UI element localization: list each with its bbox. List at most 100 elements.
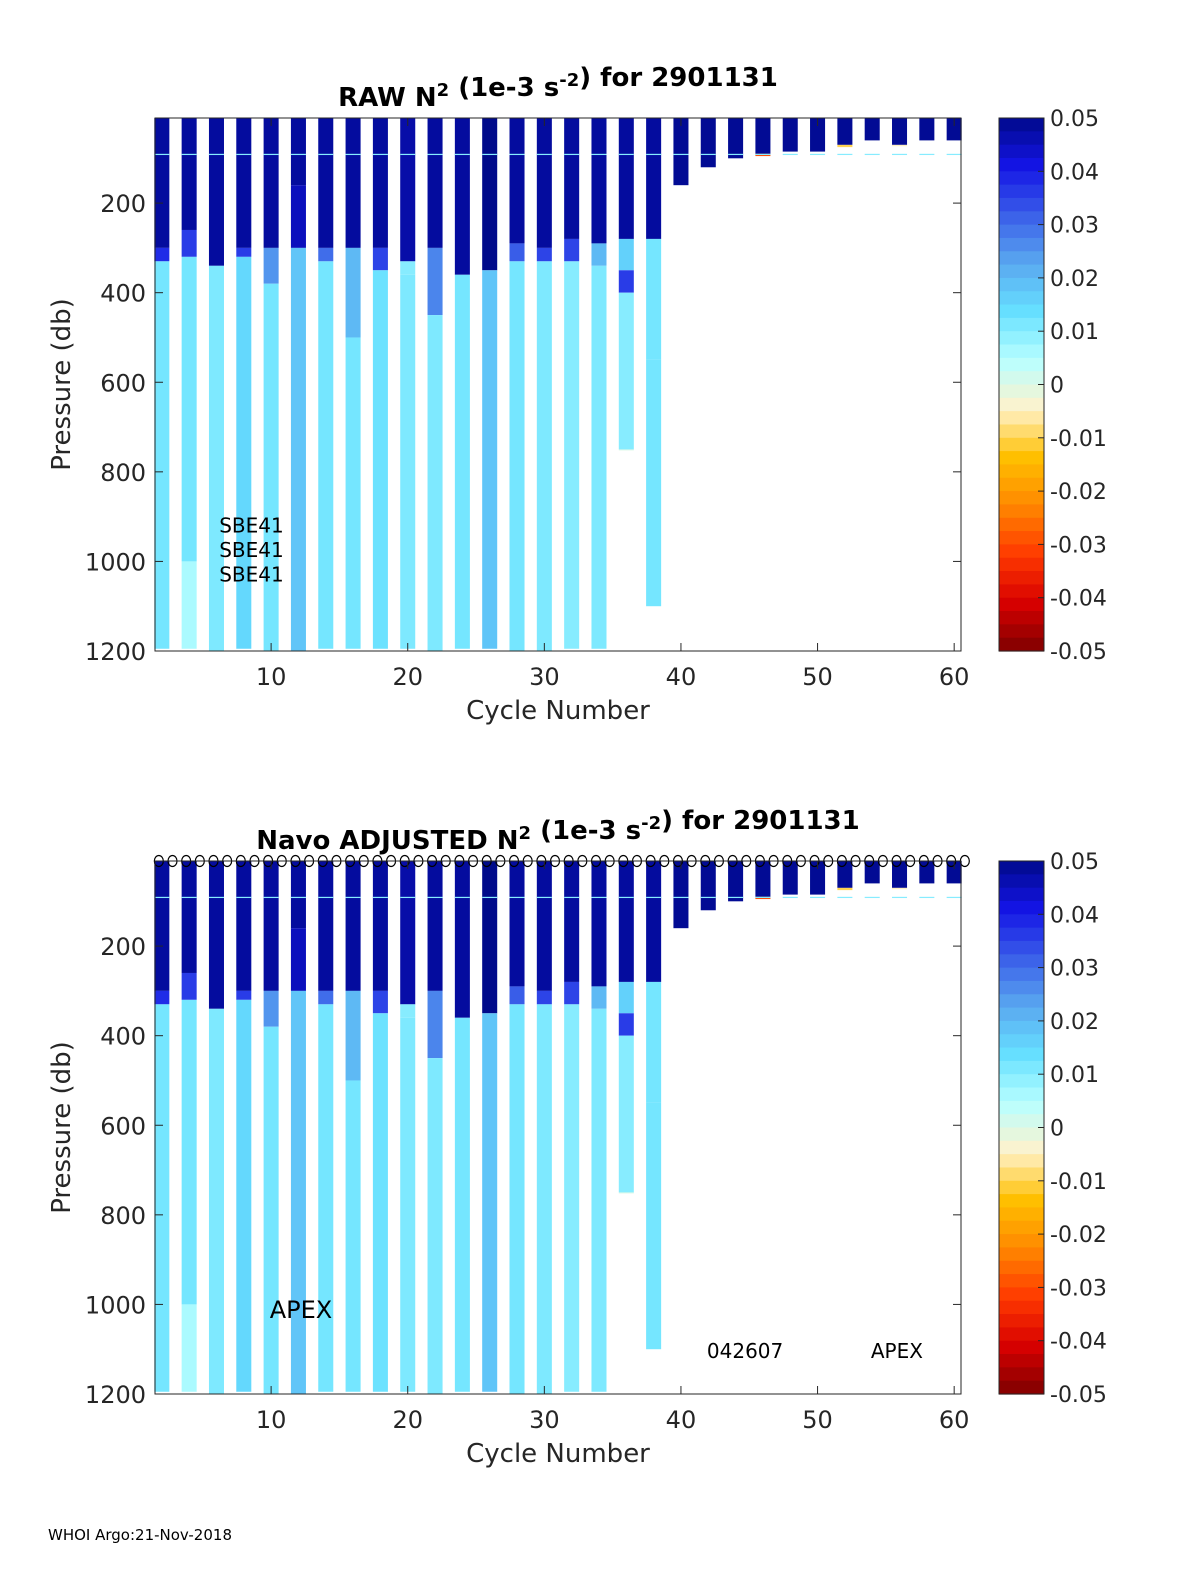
colorbar-band bbox=[999, 1007, 1044, 1022]
colorbar-band bbox=[999, 887, 1044, 902]
colorbar-band bbox=[999, 1047, 1044, 1062]
profile-cell bbox=[919, 896, 935, 899]
colorbar-band bbox=[999, 237, 1044, 252]
colorbar-band bbox=[999, 1340, 1044, 1355]
profile-cell bbox=[591, 861, 607, 987]
colorbar-tick-label: -0.01 bbox=[1050, 1170, 1107, 1195]
profile-cell bbox=[700, 861, 716, 911]
y-axis-label: Pressure (db) bbox=[47, 1041, 77, 1214]
profile-cell bbox=[345, 337, 361, 649]
colorbar-band bbox=[999, 1247, 1044, 1262]
profile-cell bbox=[618, 861, 634, 982]
colorbar-tick-label: -0.03 bbox=[1050, 1276, 1107, 1301]
profile-cell bbox=[345, 118, 361, 248]
title-superscript: 2 bbox=[437, 80, 450, 101]
profile-cell bbox=[318, 861, 334, 991]
profile-cell bbox=[400, 896, 416, 899]
colorbar-band bbox=[999, 531, 1044, 545]
colorbar-band bbox=[999, 131, 1044, 146]
x-tick-label: 10 bbox=[256, 1406, 287, 1434]
colorbar-tick-label: 0 bbox=[1050, 1117, 1064, 1142]
profile-cell bbox=[181, 999, 197, 1305]
profile-cell bbox=[290, 861, 306, 929]
colorbar-band bbox=[999, 1074, 1044, 1089]
profile-cell bbox=[919, 118, 935, 141]
profile-cell bbox=[400, 261, 416, 275]
profile-cell bbox=[728, 896, 744, 899]
profile-cell bbox=[837, 861, 853, 888]
y-tick-label: 1200 bbox=[85, 1381, 146, 1409]
profile-cell bbox=[673, 896, 689, 899]
profile-cell bbox=[618, 270, 634, 293]
profile-cell bbox=[154, 247, 170, 262]
x-tick-label: 40 bbox=[666, 1406, 697, 1434]
profile-cell bbox=[564, 261, 580, 649]
profile-cell bbox=[509, 153, 525, 156]
title-superscript: -2 bbox=[559, 70, 579, 91]
x-tick-label: 40 bbox=[666, 663, 697, 691]
profile-cell bbox=[345, 153, 361, 156]
profile-cell bbox=[482, 896, 498, 899]
profile-cell bbox=[208, 153, 224, 156]
colorbar-band bbox=[999, 1327, 1044, 1342]
colorbar-band bbox=[999, 1154, 1044, 1169]
profile-cell bbox=[536, 990, 552, 1005]
colorbar-band bbox=[999, 624, 1044, 639]
colorbar-band bbox=[999, 1314, 1044, 1328]
colorbar-band bbox=[999, 861, 1044, 875]
axes-box bbox=[154, 117, 962, 652]
colorbar-band bbox=[999, 211, 1044, 226]
profile-cell bbox=[263, 896, 279, 899]
profile-cell bbox=[618, 981, 634, 1014]
profile-cell bbox=[290, 185, 306, 248]
profile-cell bbox=[536, 896, 552, 899]
colorbar-band bbox=[999, 1220, 1044, 1235]
title-segment: (1e-3 s bbox=[531, 816, 641, 846]
profile-cell bbox=[208, 118, 224, 266]
profile-cell bbox=[400, 1004, 416, 1018]
profile-cell bbox=[263, 118, 279, 248]
profile-cell bbox=[728, 153, 744, 156]
profile-cell bbox=[509, 261, 525, 651]
profile-cell bbox=[810, 896, 826, 899]
profile-cell bbox=[591, 265, 607, 649]
profile-cell bbox=[646, 118, 662, 239]
profile-cell bbox=[290, 896, 306, 899]
colorbar-band bbox=[999, 637, 1044, 652]
annotation-label: APEX bbox=[270, 1296, 333, 1324]
profile-cell bbox=[263, 283, 279, 651]
profile-cell bbox=[318, 261, 334, 649]
profile-cell bbox=[236, 247, 252, 257]
profile-cell bbox=[181, 1304, 197, 1392]
profile-cell bbox=[591, 243, 607, 266]
profile-cell bbox=[482, 118, 498, 271]
colorbar-band bbox=[999, 411, 1044, 426]
y-tick-label: 1000 bbox=[85, 1291, 146, 1319]
x-axis-label: Cycle Number bbox=[466, 1439, 650, 1469]
profile-cell bbox=[263, 1026, 279, 1394]
profile-cell bbox=[427, 1058, 443, 1394]
x-axis-label: Cycle Number bbox=[466, 696, 650, 726]
colorbar-band bbox=[999, 1234, 1044, 1249]
profile-cell bbox=[564, 238, 580, 262]
colorbar-tick-label: 0.02 bbox=[1050, 1010, 1099, 1035]
profile-cell bbox=[618, 238, 634, 271]
profile-cell bbox=[646, 238, 662, 360]
x-tick-label: 20 bbox=[392, 1406, 423, 1434]
profile-cell bbox=[181, 256, 197, 562]
axes-box bbox=[154, 860, 962, 1395]
colorbar-band bbox=[999, 597, 1044, 612]
colorbar-band bbox=[999, 397, 1044, 412]
y-tick-label: 800 bbox=[100, 459, 146, 487]
profile-cell bbox=[263, 247, 279, 284]
profile-cell bbox=[208, 896, 224, 899]
profile-cell bbox=[782, 118, 798, 152]
profile-cell bbox=[673, 153, 689, 156]
colorbar-band bbox=[999, 1274, 1044, 1288]
colorbar-band bbox=[999, 491, 1044, 506]
profile-columns bbox=[154, 118, 962, 652]
colorbar-band bbox=[999, 517, 1044, 532]
colorbar-tick-label: 0 bbox=[1050, 374, 1064, 399]
profile-cell bbox=[427, 247, 443, 316]
